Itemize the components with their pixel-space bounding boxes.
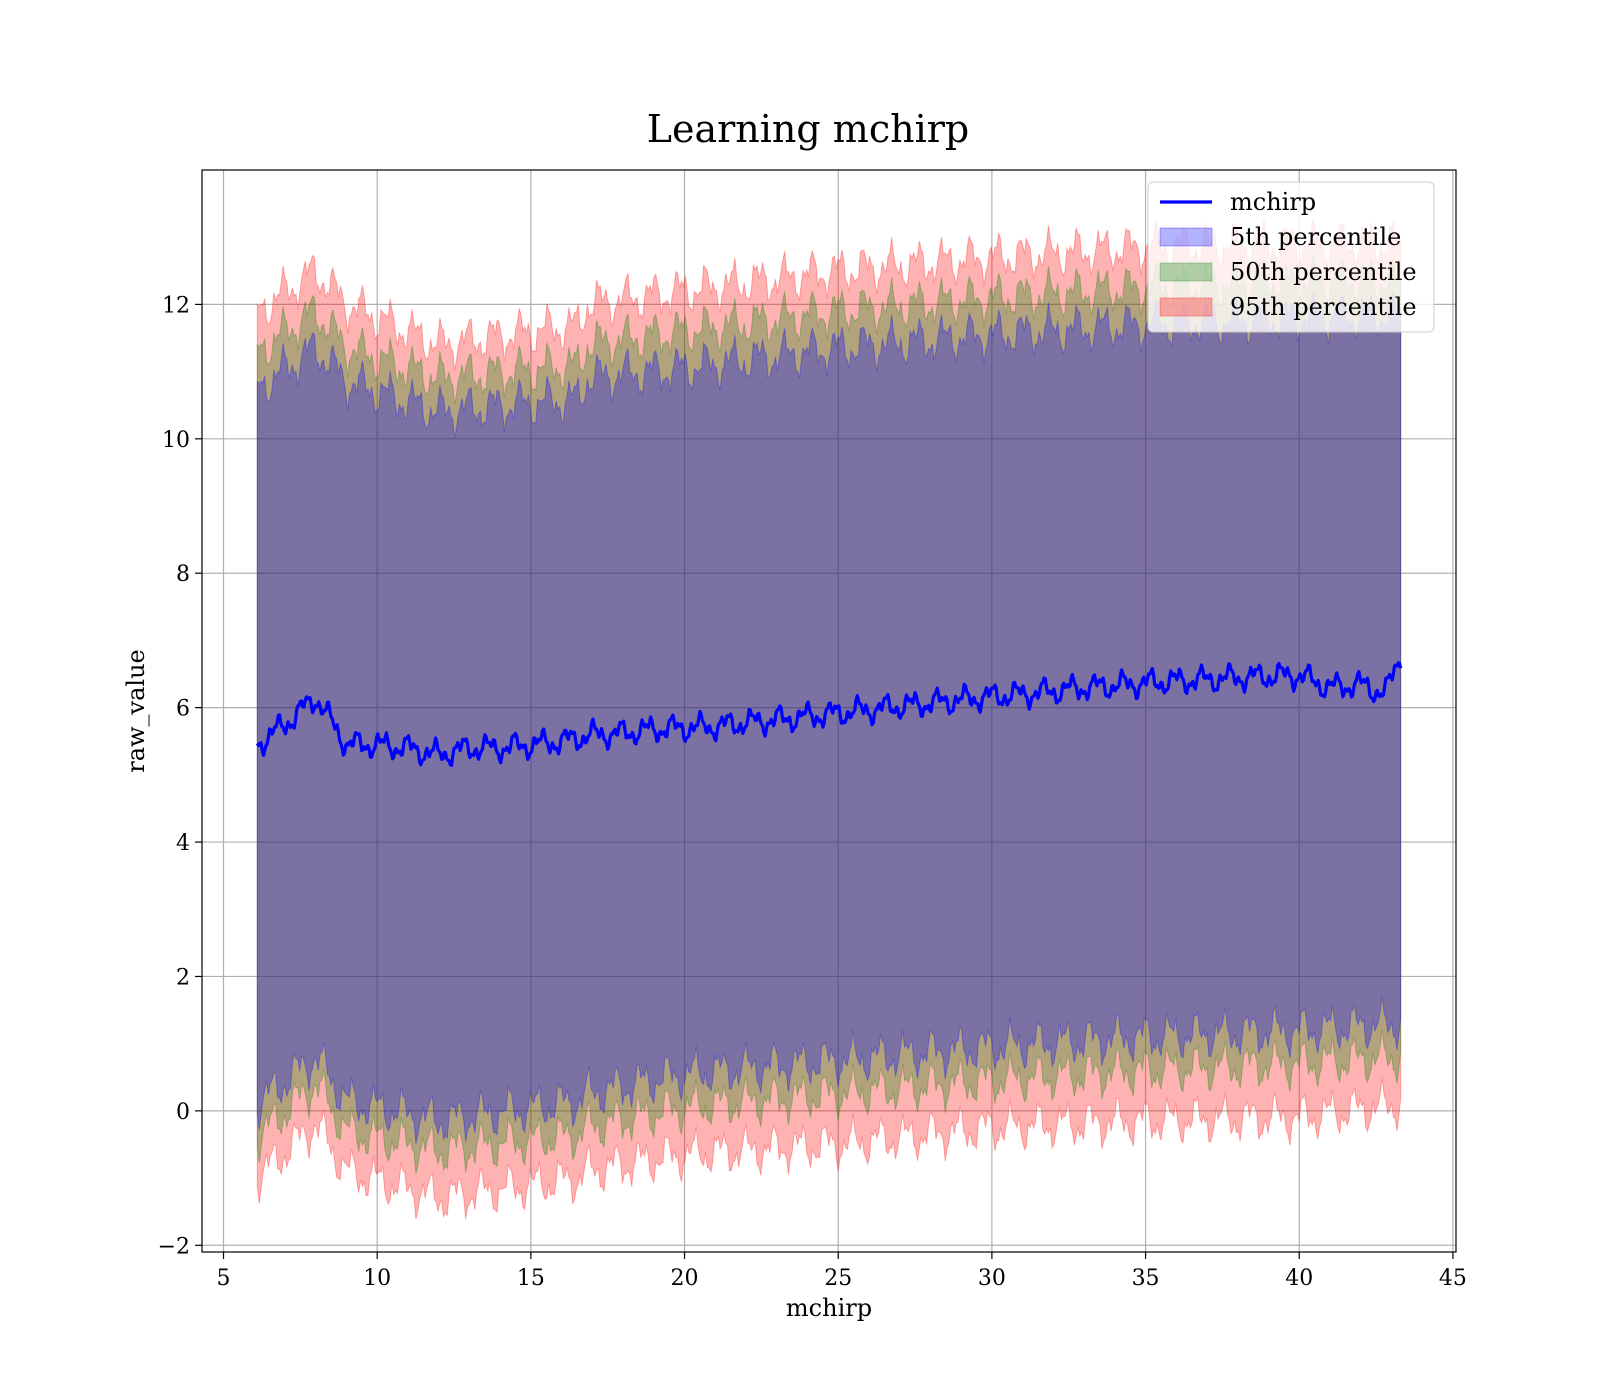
percentile-bands — [256, 218, 1402, 1220]
x-tick-label: 20 — [671, 1266, 699, 1291]
y-tick-label: 0 — [176, 1100, 190, 1125]
x-tick-label: 30 — [978, 1266, 1006, 1291]
x-tick-label: 25 — [824, 1266, 852, 1291]
chart-title: Learning mchirp — [647, 107, 969, 151]
x-tick-label: 10 — [363, 1266, 391, 1291]
legend-swatch-50th — [1159, 262, 1213, 282]
y-tick-label: 10 — [162, 428, 190, 453]
x-axis-label: mchirp — [786, 1294, 872, 1322]
legend: mchirp 5th percentile 50th percentile 95th … — [1147, 181, 1435, 333]
y-tick-label: 2 — [176, 965, 190, 990]
y-tick-label: 6 — [176, 697, 190, 722]
legend-label: 50th percentile — [1230, 258, 1417, 286]
band-95th — [256, 218, 1402, 1220]
y-tick-label: 8 — [176, 562, 190, 587]
band-50th — [256, 255, 1402, 1174]
band-5th — [256, 291, 1402, 1144]
y-tick-label: −2 — [158, 1234, 190, 1259]
legend-swatch-5th — [1159, 227, 1213, 247]
x-tick-label: 15 — [517, 1266, 545, 1291]
series-lines — [255, 661, 1403, 767]
x-tick-label: 45 — [1439, 1266, 1467, 1291]
x-tick-label: 5 — [217, 1266, 231, 1291]
legend-swatch-95th — [1159, 297, 1213, 317]
x-tick-label: 40 — [1285, 1266, 1313, 1291]
x-tick-label: 35 — [1132, 1266, 1160, 1291]
series-line-mchirp — [255, 661, 1403, 767]
y-axis-label: raw_value — [122, 649, 150, 773]
plot-frame — [201, 169, 1457, 1253]
y-tick-label: 4 — [176, 831, 190, 856]
y-tick-label: 12 — [162, 293, 190, 318]
legend-label: 5th percentile — [1230, 223, 1401, 251]
axis-ticks: 5 10 15 20 25 30 35 40 45 −2 0 2 4 6 8 10 12 — [158, 293, 1467, 1291]
legend-label: 95th percentile — [1230, 293, 1417, 321]
legend-box — [1147, 181, 1435, 333]
legend-label: mchirp — [1230, 188, 1316, 216]
